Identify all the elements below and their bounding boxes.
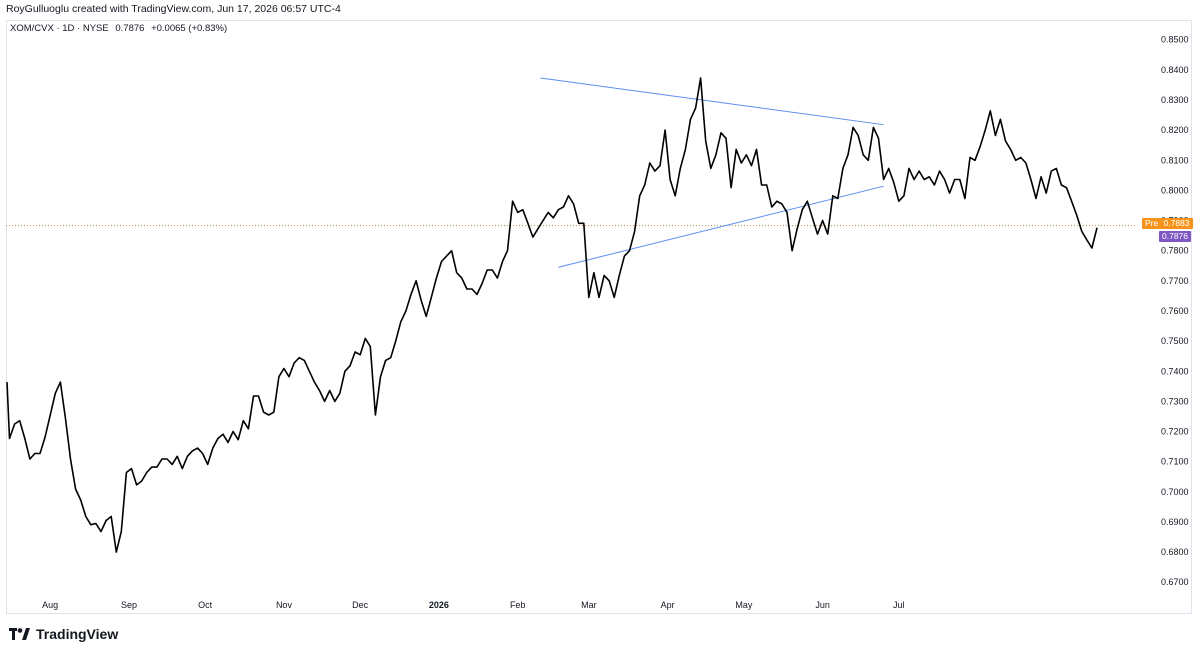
- legend-last-value: 0.7876: [115, 23, 145, 34]
- y-tick-label: 0.8300: [1161, 95, 1189, 105]
- x-tick-label: Apr: [661, 600, 675, 610]
- legend-change: +0.0065 (+0.83%): [151, 23, 228, 34]
- last-tag-value: 0.7876: [1162, 230, 1188, 241]
- y-tick-label: 0.7400: [1161, 366, 1189, 376]
- upper-trendline: [540, 77, 884, 126]
- pre-tag-value: 0.7883: [1163, 217, 1190, 228]
- x-tick-label: Sep: [121, 600, 137, 610]
- symbol-legend: XOM/CVX · 1D · NYSE 0.7876 +0.0065 (+0.8…: [10, 23, 231, 34]
- y-tick-label: 0.6800: [1161, 547, 1189, 557]
- pre-tag-label: Pre: [1145, 217, 1159, 228]
- tradingview-logo-icon: [9, 628, 30, 640]
- y-tick-label: 0.8000: [1161, 185, 1189, 195]
- x-tick-label: Nov: [276, 600, 293, 610]
- tradingview-brand[interactable]: TradingView: [9, 626, 118, 642]
- x-tick-label: Mar: [581, 600, 597, 610]
- y-tick-label: 0.8500: [1161, 35, 1189, 45]
- y-tick-label: 0.7500: [1161, 336, 1189, 346]
- chart-frame: [6, 20, 1192, 614]
- legend-description: XOM/CVX · 1D · NYSE: [10, 23, 109, 34]
- y-tick-label: 0.7600: [1161, 306, 1189, 316]
- chart-attribution: RoyGulluoglu created with TradingView.co…: [6, 3, 341, 15]
- x-tick-label: 2026: [429, 600, 449, 610]
- x-tick-label: Dec: [352, 600, 369, 610]
- brand-name: TradingView: [36, 626, 119, 642]
- y-tick-label: 0.7300: [1161, 396, 1189, 406]
- y-tick-label: 0.6900: [1161, 517, 1189, 527]
- x-tick-label: Jul: [893, 600, 905, 610]
- x-tick-label: Jun: [815, 600, 830, 610]
- x-tick-label: Aug: [42, 600, 58, 610]
- y-tick-label: 0.7200: [1161, 427, 1189, 437]
- lower-trendline: [558, 185, 884, 268]
- y-tick-label: 0.8200: [1161, 125, 1189, 135]
- y-tick-label: 0.8400: [1161, 65, 1189, 75]
- x-tick-label: Oct: [198, 600, 213, 610]
- y-tick-label: 0.7100: [1161, 457, 1189, 467]
- y-tick-label: 0.8100: [1161, 155, 1189, 165]
- x-tick-label: May: [735, 600, 753, 610]
- y-tick-label: 0.7800: [1161, 246, 1189, 256]
- pre-market-tag: Pre 0.7883: [1142, 217, 1193, 229]
- y-tick-label: 0.6700: [1161, 577, 1189, 587]
- y-tick-label: 0.7000: [1161, 487, 1189, 497]
- x-tick-label: Feb: [510, 600, 526, 610]
- y-tick-label: 0.7700: [1161, 276, 1189, 286]
- last-price-tag: 0.7876: [1159, 230, 1191, 242]
- price-series-line: [6, 77, 1098, 553]
